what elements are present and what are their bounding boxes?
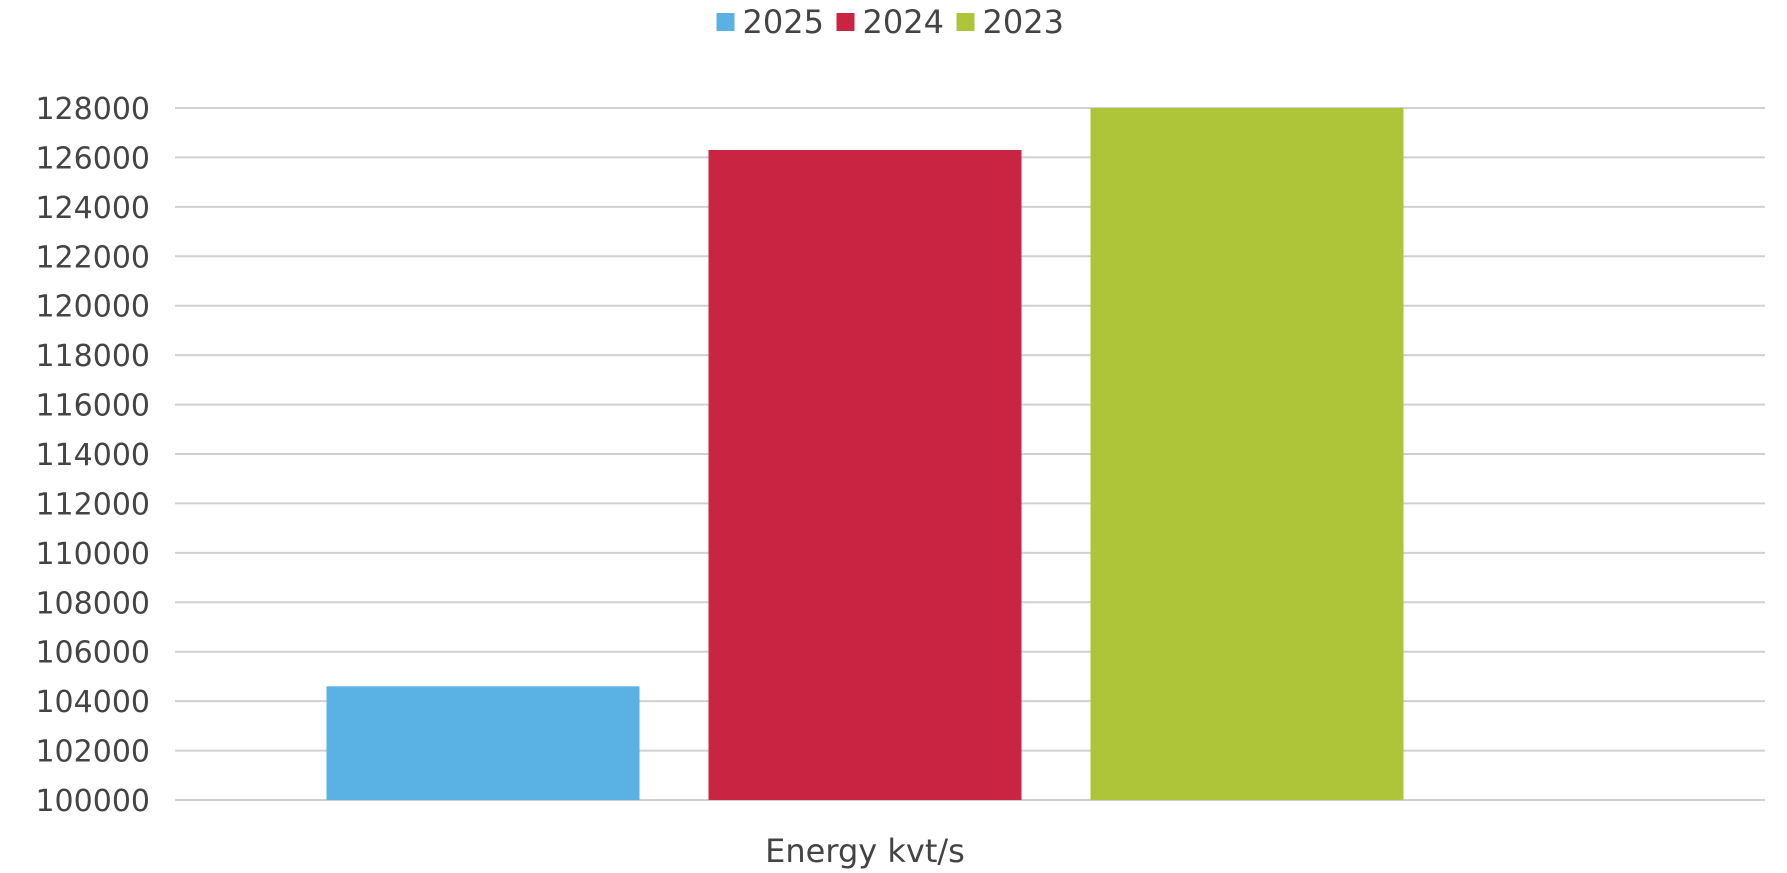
y-tick-label: 114000 [35,438,150,473]
y-tick-label: 106000 [35,636,150,671]
y-tick-label: 122000 [35,240,150,275]
bar-2025 [326,686,640,800]
y-tick-label: 116000 [35,389,150,424]
legend-label-2023: 2023 [983,3,1064,41]
y-tick-label: 124000 [35,191,150,226]
x-axis: Energy kvt/s [765,832,965,870]
y-tick-label: 104000 [35,685,150,720]
y-axis: 100000 102000 104000 106000 108000 110000 1120… [35,92,150,819]
x-category-label: Energy kvt/s [765,832,965,869]
legend-swatch-2024 [836,13,855,31]
legend-swatch-2025 [716,13,735,31]
bar-2024 [708,150,1022,800]
y-tick-label: 102000 [35,735,150,770]
bars [326,108,1404,800]
bar-2023 [1090,108,1404,800]
legend-label-2024: 2024 [863,3,944,41]
y-tick-label: 100000 [35,784,150,819]
y-tick-label: 120000 [35,290,150,325]
legend: 2025 2024 2023 [716,3,1064,41]
y-tick-label: 112000 [35,487,150,522]
y-tick-label: 118000 [35,339,150,374]
legend-label-2025: 2025 [743,3,824,41]
legend-swatch-2023 [956,13,975,31]
y-tick-label: 128000 [35,92,150,127]
y-tick-label: 110000 [35,537,150,572]
y-tick-label: 108000 [35,586,150,621]
y-tick-label: 126000 [35,141,150,176]
